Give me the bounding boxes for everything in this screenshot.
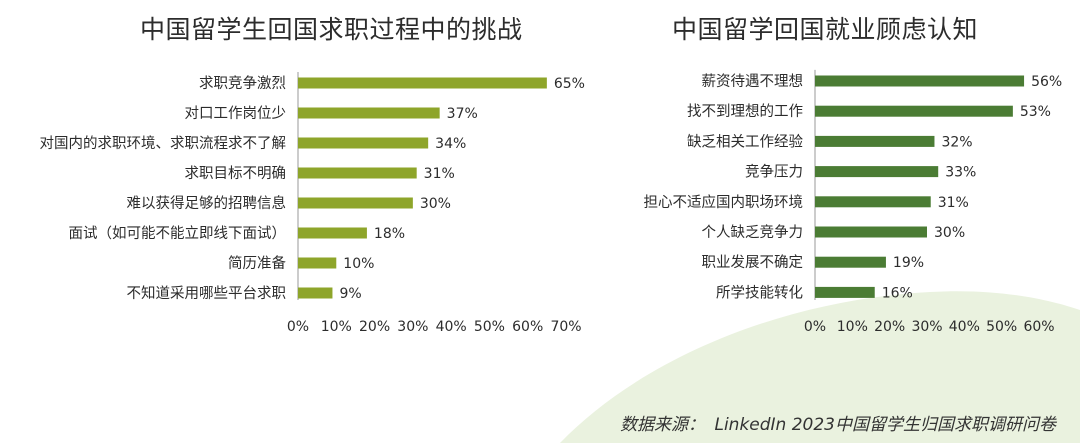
category-label: 简历准备 [228, 255, 286, 272]
tick-label: 40% [949, 319, 980, 335]
category-label: 缺乏相关工作经验 [687, 133, 803, 150]
bar [815, 196, 931, 208]
tick-label: 30% [911, 319, 942, 335]
source-text: LinkedIn 2023中国留学生归国求职调研问卷 [714, 415, 1056, 435]
category-label: 不知道采用哪些平台求职 [127, 285, 287, 302]
category-label: 竞争压力 [745, 163, 803, 181]
data-label: 31% [938, 195, 969, 211]
tick-label: 20% [874, 319, 905, 335]
category-label: 难以获得足够的招聘信息 [127, 195, 287, 212]
bar [298, 137, 429, 149]
bar [298, 197, 413, 209]
chart-plot-challenges: 求职竞争激烈 65% 对口工作岗位少 37% 对国内的求职环境、求职流程求不了解 34% 求… [40, 72, 585, 335]
data-label: 33% [945, 165, 976, 181]
tick-label: 20% [359, 319, 390, 335]
tick-label: 70% [550, 319, 581, 335]
bar [298, 227, 367, 239]
source-label: 数据来源： [620, 415, 706, 435]
category-label: 职业发展不确定 [702, 254, 804, 271]
category-label: 找不到理想的工作 [687, 103, 803, 120]
category-label: 求职竞争激烈 [199, 74, 286, 92]
bar [815, 226, 927, 238]
tick-label: 10% [321, 319, 352, 335]
data-label: 53% [1020, 104, 1051, 120]
data-label: 16% [882, 285, 913, 301]
tick-label: 50% [474, 319, 505, 335]
tick-label: 0% [287, 319, 309, 335]
chart-challenges: 中国留学生回国求职过程中的挑战 求职竞争激烈 65% 对口工作岗位少 37% 对国内的求… [40, 15, 585, 335]
tick-label: 40% [436, 319, 467, 335]
bar [815, 105, 1013, 117]
source-note: 数据来源： LinkedIn 2023中国留学生归国求职调研问卷 [616, 410, 1056, 435]
bar [815, 256, 886, 268]
background-blob [560, 291, 1080, 443]
data-label: 10% [343, 256, 374, 272]
category-label: 对国内的求职环境、求职流程求不了解 [40, 134, 287, 152]
data-label: 34% [435, 136, 466, 152]
tick-label: 10% [837, 319, 868, 335]
chart-concerns: 中国留学回国就业顾虑认知 薪资待遇不理想 56% 找不到理想的工作 53% 缺乏相关工作… [590, 0, 1080, 443]
tick-label: 60% [1023, 319, 1054, 335]
category-label: 求职目标不明确 [185, 165, 287, 182]
category-label: 对口工作岗位少 [185, 105, 287, 122]
bar [298, 257, 337, 269]
data-label: 18% [374, 226, 405, 242]
data-label: 31% [424, 166, 455, 182]
chart-plot-concerns: 薪资待遇不理想 56% 找不到理想的工作 53% 缺乏相关工作经验 32% 竞争压力 33% 担… [644, 69, 1062, 335]
category-label: 担心不适应国内职场环境 [644, 193, 804, 211]
tick-label: 50% [986, 319, 1017, 335]
bar [298, 77, 547, 89]
chart-title-concerns: 中国留学回国就业顾虑认知 [672, 15, 979, 44]
data-label: 56% [1031, 74, 1062, 90]
chart-title-challenges: 中国留学生回国求职过程中的挑战 [140, 15, 523, 44]
bar [298, 107, 440, 119]
tick-label: 0% [804, 319, 826, 335]
data-label: 9% [339, 286, 361, 302]
data-label: 30% [420, 196, 451, 212]
category-label: 所学技能转化 [716, 284, 803, 301]
data-label: 32% [941, 134, 972, 150]
data-label: 19% [893, 255, 924, 271]
data-label: 30% [934, 225, 965, 241]
tick-label: 30% [397, 319, 428, 335]
category-label: 薪资待遇不理想 [702, 73, 804, 90]
data-label: 37% [447, 106, 478, 122]
tick-label: 60% [512, 319, 543, 335]
bar [815, 75, 1025, 87]
category-label: 面试（如可能不能立即线下面试） [69, 225, 287, 242]
data-label: 65% [554, 76, 585, 92]
bar [815, 135, 935, 147]
bar [298, 167, 417, 179]
bar [815, 286, 875, 298]
category-label: 个人缺乏竞争力 [702, 223, 804, 241]
bar [298, 287, 333, 299]
bar [815, 166, 939, 178]
